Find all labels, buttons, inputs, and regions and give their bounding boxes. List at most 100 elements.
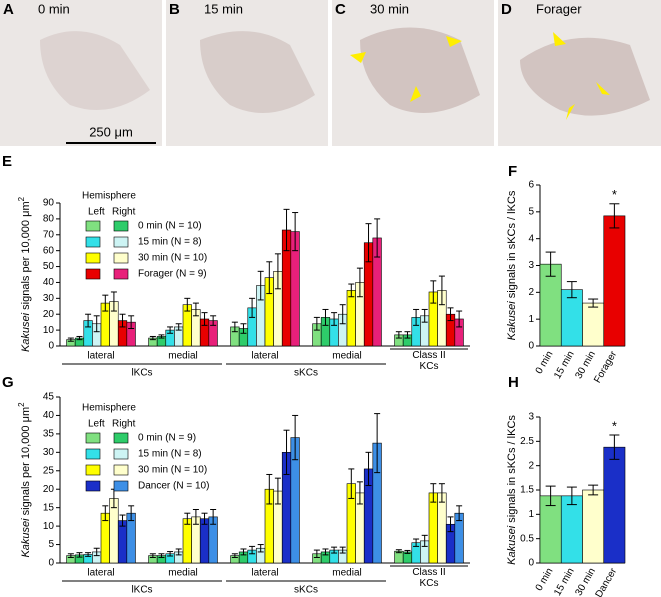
- y-tick-label: 15: [43, 502, 55, 513]
- error-bar: [356, 267, 363, 298]
- y-tick-label: 0: [48, 341, 54, 352]
- legend-swatch: [113, 432, 129, 444]
- tissue: [200, 31, 315, 113]
- y-tick-label: 10: [43, 521, 55, 532]
- error-bar: [313, 549, 320, 558]
- error-bar: [331, 312, 338, 326]
- legend-label: 0 min (N = 10): [138, 221, 202, 232]
- tissue: [360, 27, 480, 113]
- bar: [582, 302, 605, 347]
- error-bar: [102, 505, 109, 522]
- error-bar: [167, 551, 174, 557]
- bar: [582, 489, 605, 564]
- error-bar: [566, 486, 577, 506]
- y-axis-label: Kakusei signals per 10,000 μm2: [17, 402, 32, 558]
- error-bar: [210, 509, 217, 525]
- error-bar: [438, 483, 445, 503]
- error-bar: [404, 331, 411, 339]
- error-bar: [430, 280, 437, 304]
- panel-label: E: [2, 153, 12, 170]
- y-tick-label: 60: [43, 245, 55, 256]
- error-bar: [283, 429, 290, 475]
- legend-label: 15 min (N = 8): [138, 449, 202, 460]
- error-bar: [266, 261, 273, 295]
- y-tick-label: 30: [43, 447, 55, 458]
- panel-label: C: [335, 1, 346, 18]
- tissue: [520, 37, 650, 116]
- y-tick-label: 4: [528, 233, 534, 244]
- y-tick-label: 25: [43, 465, 55, 476]
- y-axis-label-part: Kakusei: [20, 518, 32, 558]
- error-bar: [249, 297, 256, 318]
- bar: [603, 215, 626, 347]
- x-category-label: lateral: [251, 568, 278, 579]
- error-bar: [447, 307, 454, 322]
- legend-swatch: [85, 480, 101, 492]
- error-bar: [210, 315, 217, 326]
- significance-mark: *: [612, 418, 617, 433]
- y-tick-label: 10: [43, 325, 55, 336]
- error-bar: [566, 281, 577, 299]
- error-bar: [395, 331, 402, 339]
- error-bar: [158, 553, 165, 558]
- legend-label: 0 min (N = 9): [138, 433, 196, 444]
- error-bar: [231, 553, 238, 558]
- bar: [603, 446, 626, 564]
- panel-label: G: [2, 374, 14, 391]
- x-category-label-box: Class II KCs: [412, 350, 445, 372]
- arrow: [350, 52, 366, 63]
- y-tick-label: 2: [528, 460, 534, 471]
- error-bar: [257, 270, 264, 301]
- error-bar: [274, 253, 281, 290]
- legend-label: 15 min (N = 8): [138, 237, 202, 248]
- error-bar: [438, 275, 445, 306]
- y-axis-label: Kakusei signals in sKCs / lKCs: [506, 190, 518, 340]
- y-axis-label-part: Kakusei: [506, 301, 518, 341]
- y-tick-label: 35: [43, 429, 55, 440]
- error-bar: [240, 548, 247, 556]
- y-tick-label: 80: [43, 214, 55, 225]
- y-tick-label: 0: [48, 558, 54, 569]
- bar: [199, 518, 210, 564]
- y-tick-label: 90: [43, 198, 55, 209]
- y-axis-label: Kakusei signals per 10,000 μm2: [17, 196, 32, 352]
- y-tick-label: 0: [528, 341, 534, 352]
- legend-swatch: [85, 268, 101, 280]
- y-tick-label: 20: [43, 309, 55, 320]
- error-bar: [365, 223, 372, 263]
- error-bar: [201, 312, 208, 326]
- error-bar: [110, 291, 117, 312]
- legend-label: 30 min (N = 10): [138, 465, 207, 476]
- x-category-label: Dancer: [594, 566, 620, 597]
- y-tick-label: 70: [43, 229, 55, 240]
- error-bar: [413, 308, 420, 326]
- y-tick-label: 2.5: [520, 436, 534, 447]
- legend-swatch: [85, 448, 101, 460]
- error-bar: [175, 548, 182, 556]
- arrow: [446, 36, 462, 47]
- error-bar: [421, 534, 428, 547]
- error-bar: [339, 304, 346, 325]
- group-label: lKCs: [131, 368, 152, 379]
- error-bar: [456, 310, 463, 328]
- y-tick-label: 1.5: [520, 485, 534, 496]
- x-category-label: medial: [332, 568, 361, 579]
- panel-title: 15 min: [204, 1, 243, 16]
- error-bar: [149, 553, 156, 558]
- error-bar: [609, 434, 620, 460]
- legend-label: 30 min (N = 10): [138, 253, 207, 264]
- error-bar: [192, 509, 199, 525]
- error-bar: [231, 321, 238, 333]
- panel-title: 0 min: [38, 1, 70, 16]
- panel-label: B: [169, 1, 180, 18]
- y-tick-label: 45: [43, 392, 55, 403]
- error-bar: [240, 323, 247, 334]
- error-bar: [119, 313, 126, 328]
- y-tick-label: 2: [528, 287, 534, 298]
- error-bar: [93, 547, 100, 557]
- error-bar: [274, 477, 281, 505]
- error-bar: [67, 553, 74, 558]
- arrow: [410, 86, 421, 102]
- legend-column: Left: [88, 419, 105, 430]
